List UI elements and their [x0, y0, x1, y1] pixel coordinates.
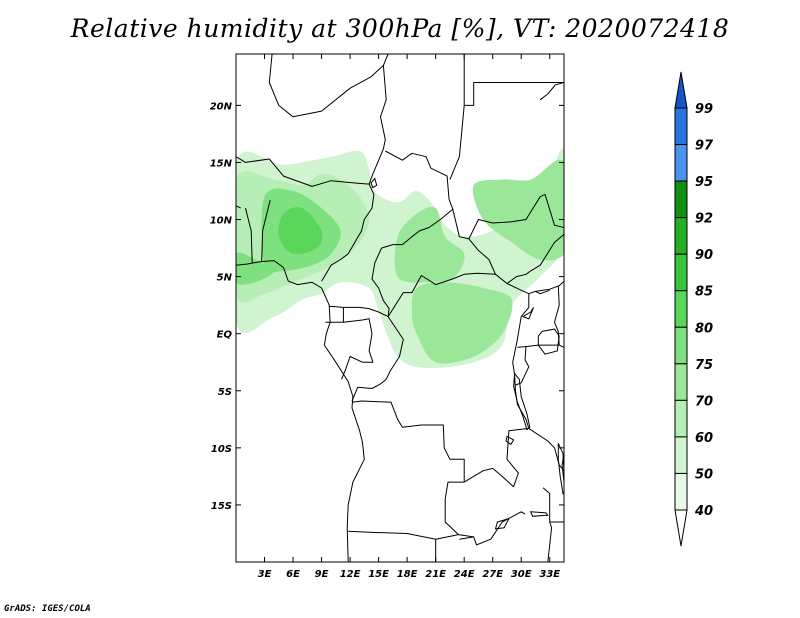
- grads-credit: GrADS: IGES/COLA: [4, 604, 91, 614]
- colorbar-label: 90: [695, 248, 713, 263]
- colorbar-box: [674, 253, 688, 292]
- colorbar-box: [674, 436, 688, 474]
- humidity-region: [411, 282, 513, 364]
- colorbar-label: 60: [695, 431, 713, 446]
- border-line: [325, 307, 344, 323]
- border-line: [371, 150, 454, 317]
- border-line: [351, 400, 474, 538]
- border-line: [539, 82, 564, 101]
- colorbar-label: 50: [695, 467, 713, 482]
- humidity-region: [236, 252, 274, 285]
- border-line: [542, 487, 553, 562]
- lake-outline: [529, 511, 549, 517]
- lake-outline: [557, 443, 564, 495]
- border-line: [506, 234, 564, 284]
- humidity-region: [394, 206, 465, 283]
- x-tick-label: 3E: [258, 569, 272, 580]
- border-line: [245, 207, 253, 263]
- lake-outline: [494, 517, 510, 530]
- x-tick-label: 33E: [539, 569, 560, 580]
- border-line: [236, 205, 242, 209]
- x-tick-label: 30E: [511, 569, 532, 580]
- colorbar-label: 95: [695, 175, 713, 190]
- y-tick-label: 10N: [210, 216, 233, 227]
- colorbar-legend: 40 50 60 70 75 80 85 90 92 95 97 99: [674, 71, 714, 547]
- border-line: [452, 209, 530, 295]
- x-tick-label: 21E: [425, 569, 446, 580]
- lake-outline: [370, 177, 378, 189]
- border-line: [368, 65, 387, 185]
- border-line: [528, 289, 550, 295]
- colorbar-box: [674, 363, 688, 401]
- border-line: [468, 193, 564, 240]
- colorbar-label: 40: [694, 504, 713, 519]
- lake-outline: [505, 435, 515, 446]
- border-line: [517, 344, 564, 348]
- border-line: [515, 346, 530, 386]
- y-tick-label: 20N: [210, 101, 233, 112]
- colorbar-box: [674, 217, 688, 255]
- colorbar-box: [674, 472, 688, 511]
- x-tick-label: 24E: [454, 569, 475, 580]
- x-tick-label: 9E: [315, 569, 329, 580]
- colorbar-label: 99: [695, 102, 713, 117]
- x-tick-label: 18E: [397, 569, 418, 580]
- border-line: [329, 305, 389, 318]
- colorbar-box: [674, 399, 688, 438]
- border-line: [464, 82, 564, 106]
- border-line: [512, 293, 530, 429]
- border-line: [561, 450, 564, 486]
- y-tick-label: 15S: [211, 501, 232, 512]
- x-tick-label: 15E: [368, 569, 389, 580]
- humidity-region: [278, 207, 323, 255]
- border-line: [341, 318, 374, 380]
- y-tick-label: 5S: [218, 387, 232, 398]
- colorbar-label: 85: [695, 285, 713, 300]
- colorbar-label: 80: [695, 321, 713, 336]
- y-tick-label: 15N: [210, 158, 233, 169]
- border-line: [387, 272, 496, 317]
- border-line: [554, 285, 560, 346]
- border-line: [463, 427, 564, 488]
- y-axis: 20N 15N 10N 5N EQ 5S 10S 15S: [210, 101, 564, 512]
- country-borders: [236, 54, 564, 562]
- colorbar-box: [674, 107, 688, 146]
- colorbar-label: 97: [695, 139, 714, 154]
- colorbar-top-arrow: [674, 71, 688, 109]
- border-line: [268, 54, 389, 118]
- x-tick-label: 12E: [340, 569, 361, 580]
- border-line: [236, 156, 375, 282]
- plot-frame: [235, 53, 565, 563]
- colorbar-label: 75: [695, 358, 713, 373]
- y-tick-label: 10S: [211, 444, 232, 455]
- border-line: [449, 54, 465, 180]
- lake-outline: [513, 372, 531, 431]
- border-line: [351, 316, 404, 402]
- colorbar-box: [674, 290, 688, 328]
- colorbar-box: [674, 144, 688, 182]
- colorbar-bottom-arrow: [674, 509, 688, 547]
- humidity-field: [236, 148, 564, 369]
- border-line: [236, 260, 365, 562]
- lake-outline: [537, 328, 560, 355]
- y-tick-label: 5N: [217, 273, 233, 284]
- x-tick-label: 27E: [482, 569, 503, 580]
- y-tick-label: EQ: [217, 330, 233, 341]
- colorbar-label: 70: [695, 394, 713, 409]
- border-line: [261, 199, 271, 262]
- colorbar-box: [674, 180, 688, 219]
- x-tick-label: 6E: [286, 569, 300, 580]
- border-line: [535, 280, 564, 292]
- x-axis: 3E 6E 9E 12E 15E 18E 21E 24E 27E 30E 33E: [258, 54, 560, 580]
- colorbar-box: [674, 326, 688, 365]
- lake-outline: [521, 307, 535, 320]
- humidity-region: [530, 207, 564, 259]
- map-title: Relative humidity at 300hPa [%], VT: 202…: [70, 14, 730, 43]
- border-line: [459, 511, 526, 546]
- colorbar-label: 92: [695, 212, 713, 227]
- border-line: [348, 530, 459, 540]
